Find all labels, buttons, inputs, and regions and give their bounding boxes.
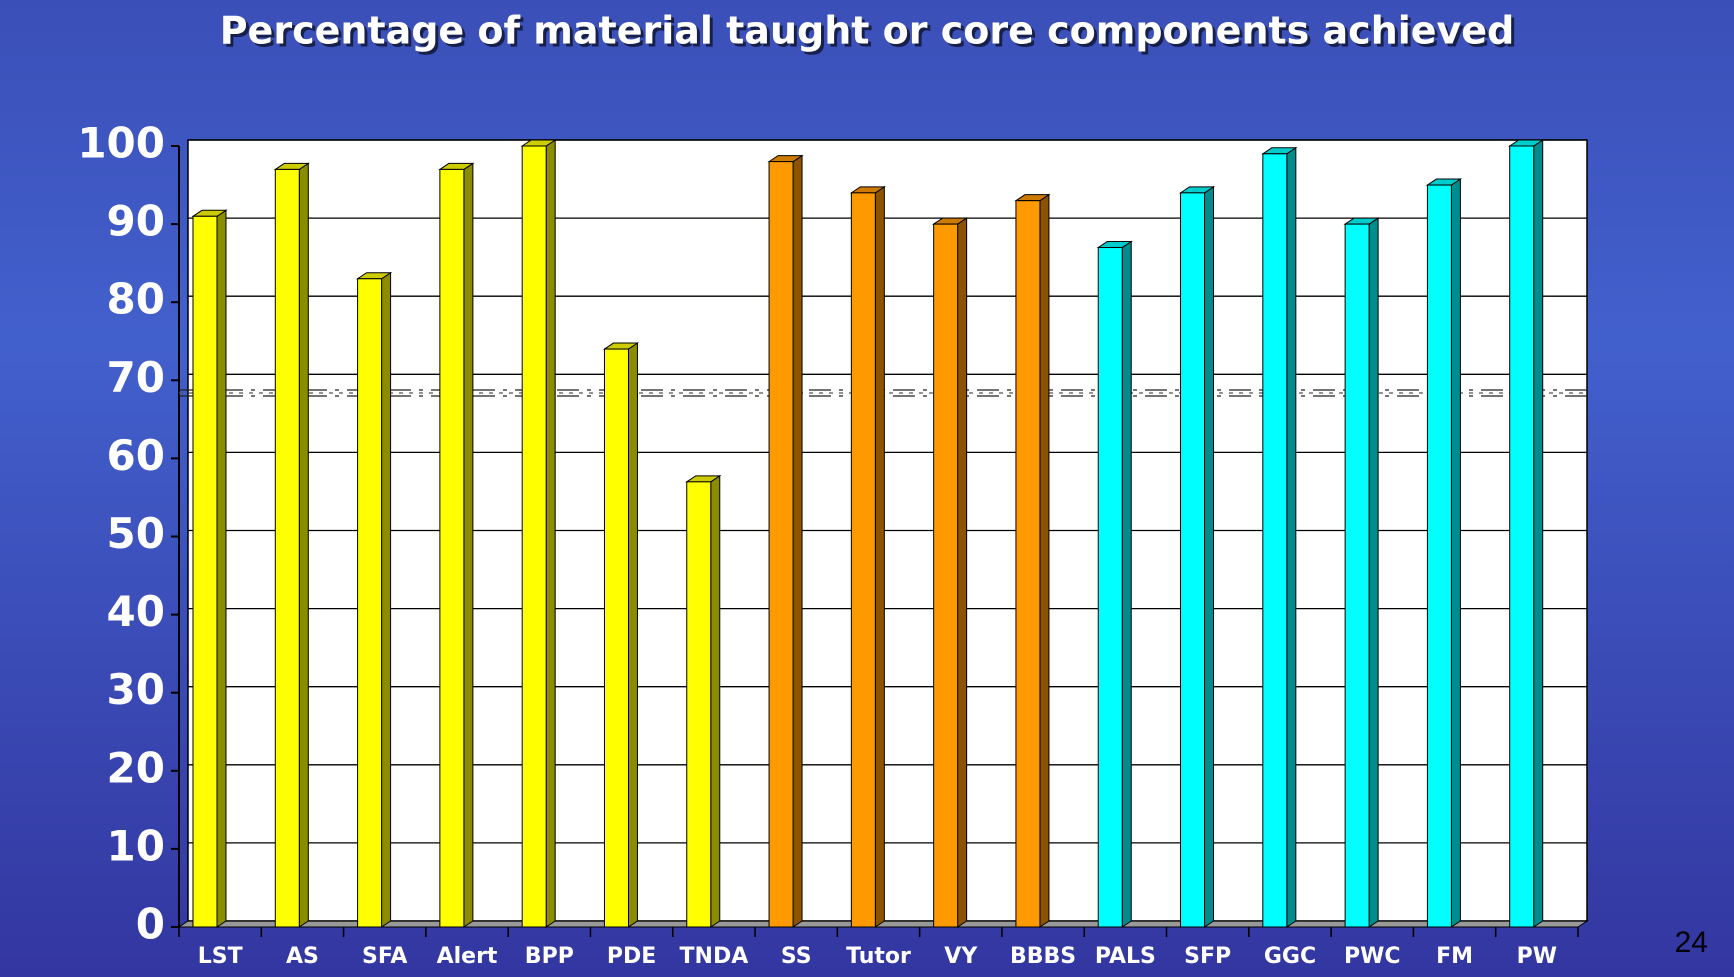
- x-tick-label: BBBS: [1010, 944, 1076, 969]
- bar-side: [1533, 139, 1544, 928]
- bar: [1262, 153, 1288, 928]
- bar: [1509, 145, 1535, 928]
- y-tick-label: 10: [107, 821, 165, 870]
- bar-side: [1121, 240, 1132, 928]
- bar-side: [381, 271, 392, 928]
- bar-side: [463, 162, 474, 928]
- y-tick-label: 80: [107, 275, 165, 324]
- bar: [1344, 223, 1370, 928]
- y-tick-label: 90: [107, 197, 165, 246]
- bar: [850, 192, 876, 928]
- chart-title: Percentage of material taught or core co…: [220, 9, 1515, 53]
- x-tick-label: SFP: [1184, 944, 1231, 969]
- x-tick-label: SS: [781, 944, 812, 969]
- bar: [274, 168, 300, 928]
- bar: [1426, 184, 1452, 928]
- x-tick-label: Tutor: [846, 944, 911, 969]
- x-tick-label: FM: [1436, 944, 1473, 969]
- x-tick-label: PW: [1517, 944, 1557, 969]
- y-tick-label: 100: [77, 119, 165, 168]
- bar: [686, 481, 712, 928]
- bar: [933, 223, 959, 928]
- y-tick-label: 70: [107, 353, 165, 402]
- x-tick-label: PWC: [1344, 944, 1401, 969]
- x-tick-label: AS: [286, 944, 319, 969]
- x-tick-label: GGC: [1264, 944, 1316, 969]
- bar: [603, 348, 629, 928]
- bar-side: [1039, 193, 1050, 928]
- bar: [768, 161, 794, 928]
- y-tick-label: 0: [136, 900, 165, 949]
- y-tick-label: 30: [107, 665, 165, 714]
- bar-side: [298, 162, 309, 928]
- bar-side: [957, 217, 968, 928]
- x-tick-label: VY: [944, 944, 978, 969]
- bar: [1097, 247, 1123, 928]
- bar-side: [1286, 146, 1297, 928]
- bar: [192, 215, 218, 928]
- x-tick-label: BPP: [525, 944, 574, 969]
- bar-side: [1450, 178, 1461, 928]
- bar: [357, 278, 383, 928]
- y-tick-label: 60: [107, 431, 165, 480]
- x-tick-label: PALS: [1095, 944, 1156, 969]
- bar: [1015, 200, 1041, 928]
- x-tick-label: Alert: [437, 944, 498, 969]
- bar-side: [627, 342, 638, 928]
- bar-side: [216, 209, 227, 928]
- x-tick-label: LST: [198, 944, 243, 969]
- bar-side: [874, 185, 885, 928]
- bar-side: [710, 474, 721, 928]
- chart-title-shadow: Percentage of material taught or core co…: [223, 12, 1518, 56]
- y-tick-label: 40: [107, 587, 165, 636]
- bar-side: [1368, 217, 1379, 928]
- x-tick-label: TNDA: [680, 944, 749, 969]
- bar: [521, 145, 547, 928]
- y-tick-label: 50: [107, 509, 165, 558]
- x-tick-label: SFA: [362, 944, 407, 969]
- bar-side: [792, 154, 803, 928]
- y-tick-label: 20: [107, 743, 165, 792]
- x-tick-label: PDE: [607, 944, 656, 969]
- bar-side: [545, 139, 556, 928]
- bar: [439, 168, 465, 928]
- bar: [1180, 192, 1206, 928]
- bar-side: [1204, 185, 1215, 928]
- page-number: 24: [1675, 926, 1708, 959]
